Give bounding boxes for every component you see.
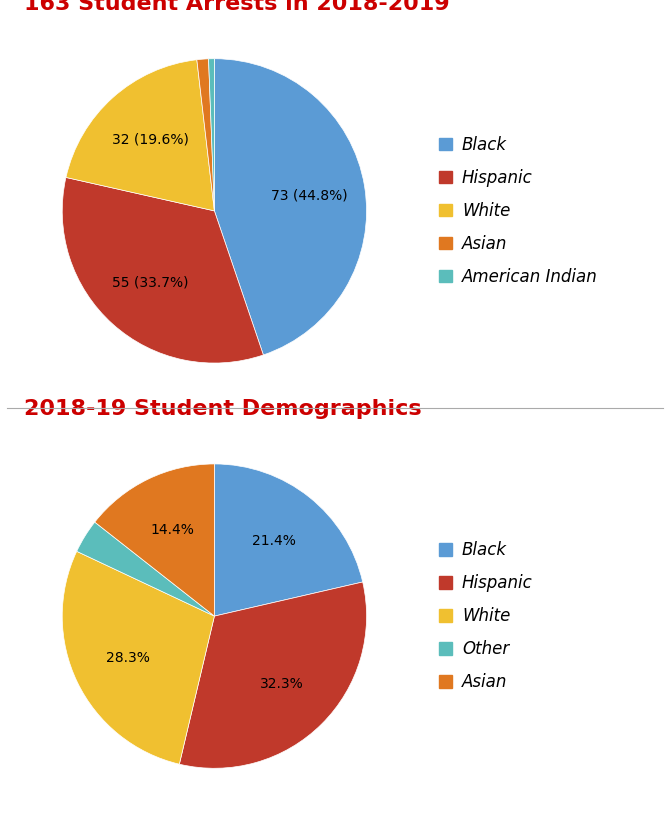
Wedge shape (197, 59, 214, 211)
Text: 55 (33.7%): 55 (33.7%) (112, 275, 188, 289)
Wedge shape (214, 59, 366, 355)
Text: 14.4%: 14.4% (151, 523, 194, 537)
Wedge shape (76, 522, 214, 616)
Legend: Black, Hispanic, White, Other, Asian: Black, Hispanic, White, Other, Asian (432, 534, 539, 698)
Text: 32.3%: 32.3% (260, 677, 304, 691)
Wedge shape (66, 60, 214, 211)
Text: 2018-19 Student Demographics: 2018-19 Student Demographics (24, 399, 422, 418)
Wedge shape (62, 178, 263, 363)
Wedge shape (94, 464, 214, 616)
Text: 32 (19.6%): 32 (19.6%) (112, 132, 189, 146)
Text: 21.4%: 21.4% (252, 534, 296, 548)
Text: 163 Student Arrests in 2018-2019: 163 Student Arrests in 2018-2019 (24, 0, 450, 13)
Wedge shape (214, 464, 362, 616)
Legend: Black, Hispanic, White, Asian, American Indian: Black, Hispanic, White, Asian, American … (432, 129, 604, 293)
Wedge shape (180, 582, 366, 768)
Wedge shape (208, 59, 214, 211)
Wedge shape (62, 552, 214, 764)
Text: 28.3%: 28.3% (106, 651, 150, 665)
Text: 73 (44.8%): 73 (44.8%) (271, 189, 347, 203)
